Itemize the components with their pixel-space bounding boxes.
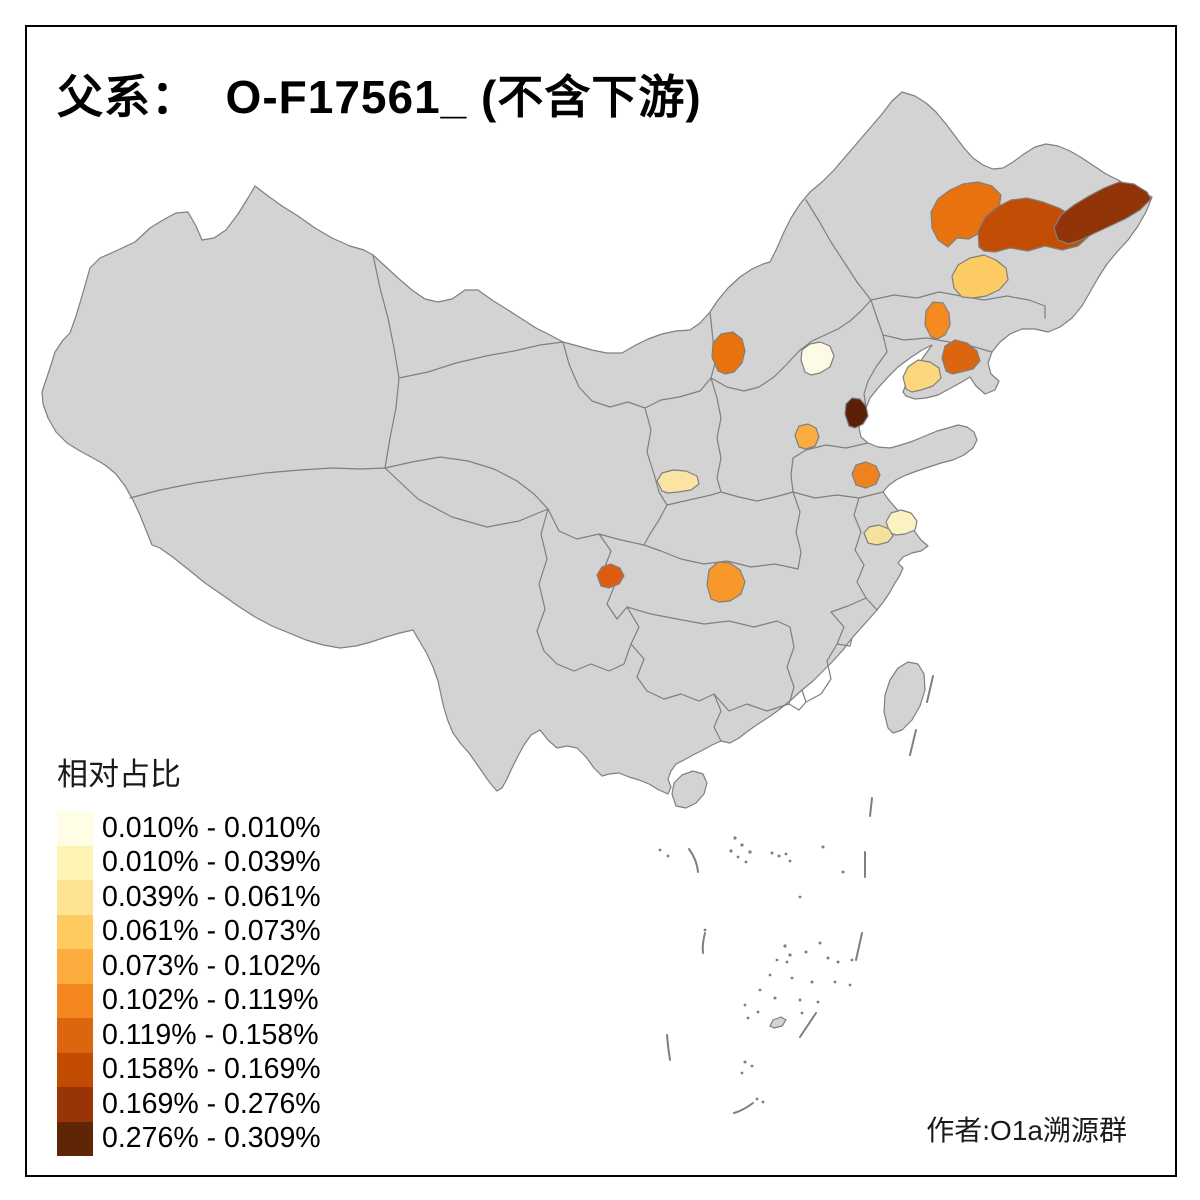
- south-china-sea-islets: [658, 836, 854, 1104]
- map-region-jiangsu-south: [863, 524, 894, 546]
- legend-swatch: [57, 845, 93, 880]
- colored-regions: [596, 181, 1152, 603]
- legend-swatch: [57, 1087, 93, 1122]
- map-region-jilin-changchun-songyuan: [951, 254, 1009, 299]
- map-region-tianjin: [844, 397, 869, 429]
- province-borders: [129, 199, 1046, 742]
- map-region-chongqing-urban: [596, 563, 625, 589]
- map-region-heilongjiang-northwest: [930, 181, 1002, 248]
- legend-label: 0.102% - 0.119%: [102, 984, 319, 1017]
- legend-label: 0.119% - 0.158%: [102, 1018, 319, 1051]
- legend-swatch: [57, 880, 93, 915]
- map-region-beijing: [800, 341, 835, 376]
- mainland: [41, 91, 1153, 795]
- legend-item: 0.158% - 0.169%: [57, 1052, 321, 1087]
- map-region-hubei-central: [706, 561, 746, 603]
- legend-swatch: [57, 949, 93, 984]
- map-region-liaoning-dalian: [902, 359, 942, 393]
- map-region-shanxi-south: [656, 469, 700, 494]
- legend-label: 0.169% - 0.276%: [102, 1087, 321, 1120]
- hainan-island: [671, 770, 708, 809]
- legend-swatch: [57, 983, 93, 1018]
- legend-item: 0.010% - 0.039%: [57, 845, 321, 880]
- legend-swatch: [57, 811, 93, 846]
- page-frame: 父系： O-F17561_ (不含下游) 相对占比 0.010% - 0.010…: [25, 25, 1177, 1177]
- legend-label: 0.039% - 0.061%: [102, 880, 321, 913]
- nine-dash-line: [666, 675, 934, 1114]
- legend-item: 0.169% - 0.276%: [57, 1087, 321, 1122]
- page-title: 父系： O-F17561_ (不含下游): [57, 71, 702, 123]
- map-layers: [41, 91, 1153, 1114]
- legend-label: 0.061% - 0.073%: [102, 915, 321, 948]
- legend-swatch: [57, 1018, 93, 1053]
- taiwan-island: [883, 661, 926, 734]
- legend-item: 0.073% - 0.102%: [57, 949, 321, 984]
- legend-label: 0.010% - 0.039%: [102, 846, 321, 879]
- legend-item: 0.010% - 0.010%: [57, 811, 321, 846]
- legend-item: 0.119% - 0.158%: [57, 1018, 321, 1053]
- legend-item: 0.061% - 0.073%: [57, 914, 321, 949]
- legend-item: 0.276% - 0.309%: [57, 1121, 321, 1156]
- legend-swatch: [57, 1121, 93, 1156]
- legend: 相对占比 0.010% - 0.010% 0.010% - 0.039% 0.0…: [57, 749, 321, 1156]
- legend-label: 0.010% - 0.010%: [102, 811, 321, 844]
- legend-label: 0.073% - 0.102%: [102, 949, 321, 982]
- map-region-heilongjiang-fareast: [1053, 181, 1152, 245]
- legend-title: 相对占比: [57, 757, 181, 792]
- legend-label: 0.276% - 0.309%: [102, 1122, 321, 1155]
- credit-text: 作者:O1a溯源群: [926, 1115, 1127, 1146]
- legend-item: 0.039% - 0.061%: [57, 880, 321, 915]
- map-region-jiangsu-lianyungang: [851, 461, 881, 489]
- islet-taiping: [769, 1016, 787, 1029]
- legend-swatch: [57, 1052, 93, 1087]
- legend-item: 0.102% - 0.119%: [57, 983, 321, 1018]
- legend-label: 0.158% - 0.169%: [102, 1053, 321, 1086]
- map-region-shandong-west: [794, 423, 820, 450]
- map-region-jiangsu-middle: [885, 509, 918, 536]
- map-region-liaoning-yingkou-dandong: [941, 339, 981, 375]
- legend-swatch: [57, 914, 93, 949]
- map-region-innermongolia-ulanqab: [711, 331, 746, 375]
- map-region-liaoning-shenyang: [924, 301, 951, 340]
